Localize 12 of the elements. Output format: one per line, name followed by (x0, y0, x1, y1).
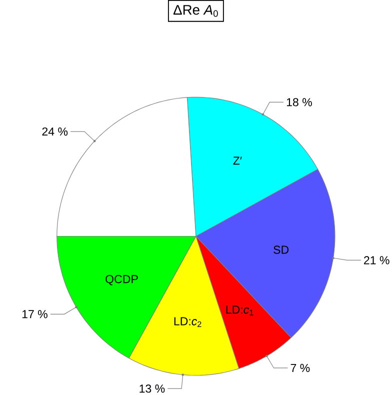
slice-label: Z′ (233, 156, 242, 165)
slice-label: QCDP (106, 275, 138, 286)
data-label: 17 % (22, 310, 48, 318)
chart-title: ΔRe A$_{0}$ (173, 5, 218, 17)
slice-label: LD:c$_{1}$ (226, 306, 254, 316)
data-label: 18 % (286, 98, 312, 106)
slice-label: SD (274, 246, 289, 254)
slice-label: LD:c$_{2}$ (174, 317, 202, 327)
data-label: 21 % (364, 256, 390, 264)
data-label: 24 % (42, 127, 68, 136)
data-label: 13 % (140, 384, 165, 393)
data-label: 7 % (290, 364, 310, 372)
